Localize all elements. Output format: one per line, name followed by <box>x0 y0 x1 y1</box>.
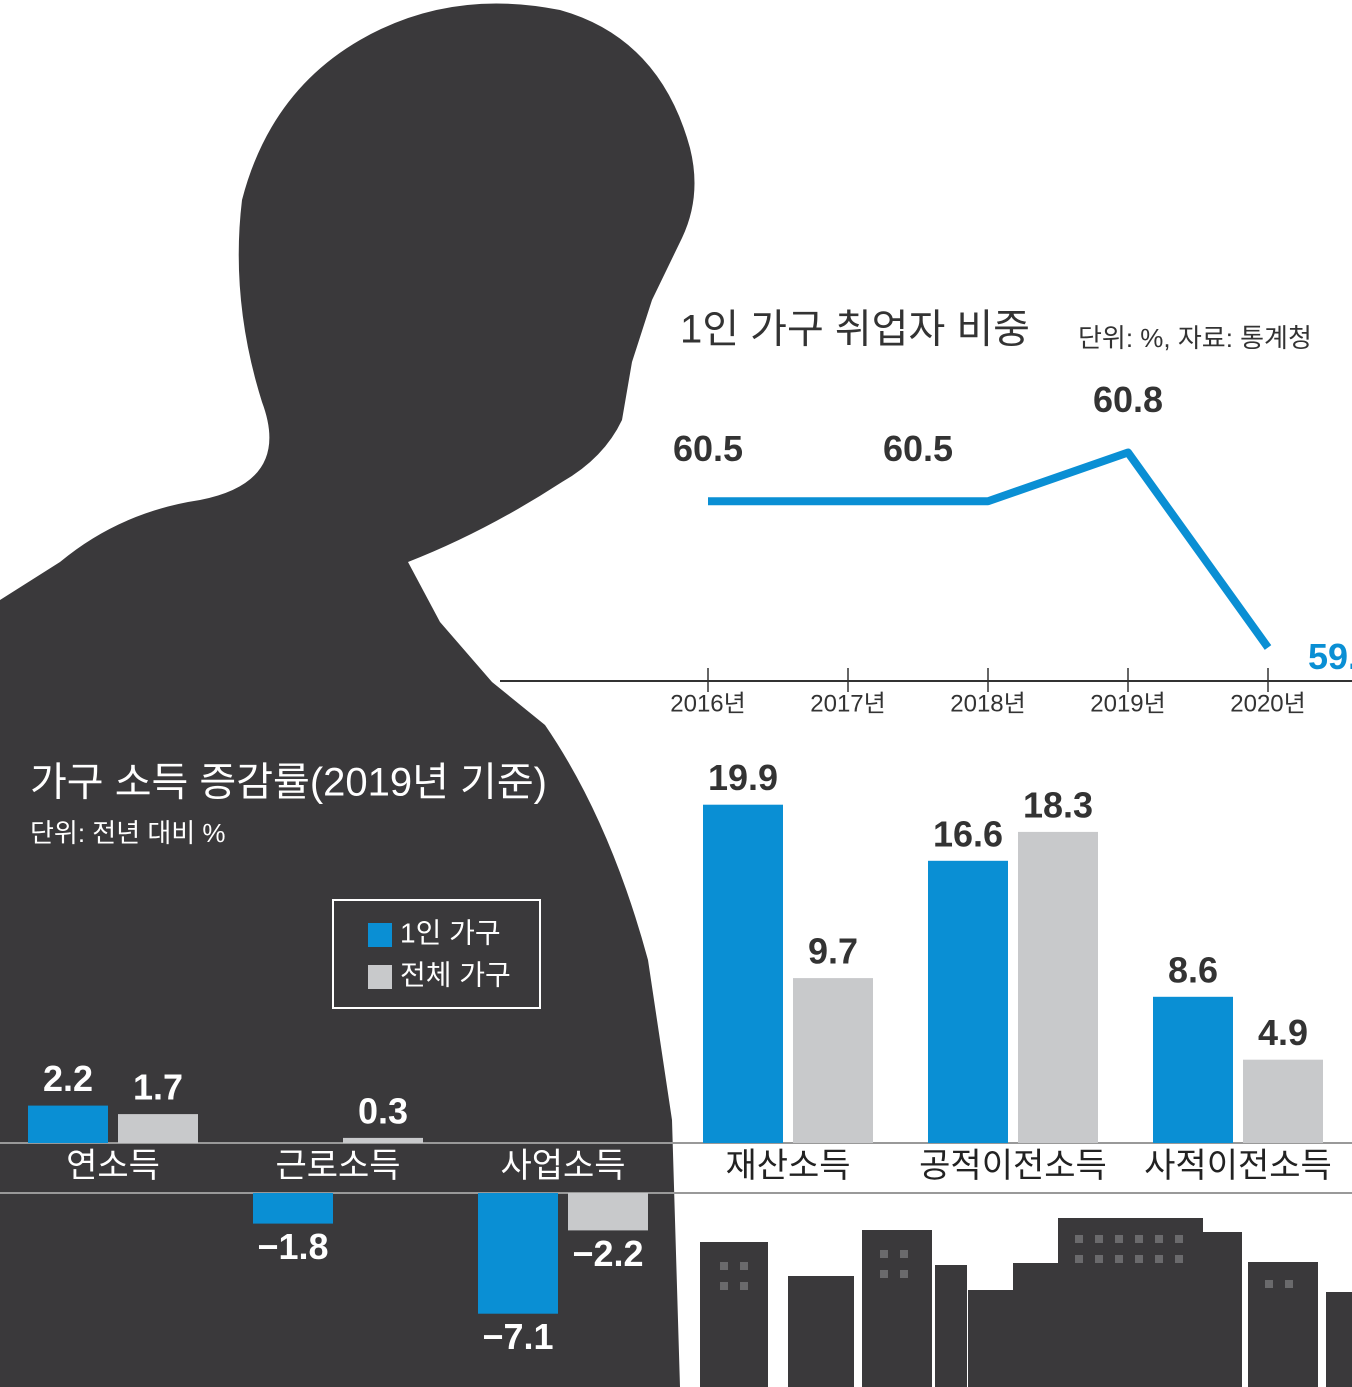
line-subtitle: 단위: %, 자료: 통계청 <box>1078 323 1312 353</box>
data-label: 8.6 <box>1168 949 1218 990</box>
bar <box>793 978 873 1143</box>
windows <box>720 1235 1293 1290</box>
x-tick-label: 2018년 <box>950 690 1025 717</box>
line-series <box>708 448 1272 650</box>
data-label: 19.9 <box>708 757 778 798</box>
bar <box>1018 831 1098 1143</box>
x-tick-label: 2019년 <box>1090 690 1165 717</box>
data-label: 60.5 <box>673 428 743 469</box>
bar <box>343 1137 423 1143</box>
data-label: 59.6 <box>1308 636 1352 677</box>
bar <box>1153 996 1233 1143</box>
silhouette <box>0 3 695 1387</box>
bar <box>1243 1059 1323 1143</box>
legend-label: 1인 가구 <box>400 917 501 948</box>
bar <box>478 1193 558 1314</box>
x-tick-label: 2016년 <box>670 690 745 717</box>
bar <box>28 1105 108 1143</box>
legend-label: 전체 가구 <box>400 959 511 990</box>
bar <box>703 804 783 1143</box>
data-label: 4.9 <box>1258 1012 1308 1053</box>
data-label: 2.2 <box>43 1058 93 1099</box>
data-label: 1.7 <box>133 1067 183 1108</box>
data-label: −2.2 <box>572 1233 643 1274</box>
x-tick-label: 근로소득 <box>275 1147 400 1185</box>
bar <box>118 1114 198 1143</box>
bar <box>253 1193 333 1224</box>
bar <box>568 1193 648 1231</box>
city <box>700 1218 1352 1387</box>
x-tick-label: 사적이전소득 <box>1144 1147 1332 1185</box>
data-label: 16.6 <box>933 813 1003 854</box>
legend-swatch <box>368 965 392 989</box>
data-label: 60.8 <box>1093 379 1163 420</box>
bar-title: 가구 소득 증감률(2019년 기준) <box>30 761 547 805</box>
x-tick-label: 2020년 <box>1230 690 1305 717</box>
legend-box <box>332 899 541 1009</box>
x-tick-label: 재산소득 <box>725 1147 850 1185</box>
x-tick-label: 연소득 <box>66 1147 160 1185</box>
data-label: 9.7 <box>808 931 858 972</box>
legend-swatch <box>368 923 392 947</box>
line-title: 1인 가구 취업자 비중 <box>680 308 1030 352</box>
x-tick-label: 공적이전소득 <box>919 1147 1107 1185</box>
x-tick-label: 사업소득 <box>500 1147 625 1185</box>
data-label: 18.3 <box>1023 784 1093 825</box>
data-label: −1.8 <box>257 1226 328 1267</box>
data-label: 60.5 <box>883 428 953 469</box>
bar-subtitle: 단위: 전년 대비 % <box>30 818 226 848</box>
data-label: −7.1 <box>482 1316 553 1357</box>
data-label: 0.3 <box>358 1090 408 1131</box>
bar <box>928 860 1008 1143</box>
x-tick-label: 2017년 <box>810 690 885 717</box>
